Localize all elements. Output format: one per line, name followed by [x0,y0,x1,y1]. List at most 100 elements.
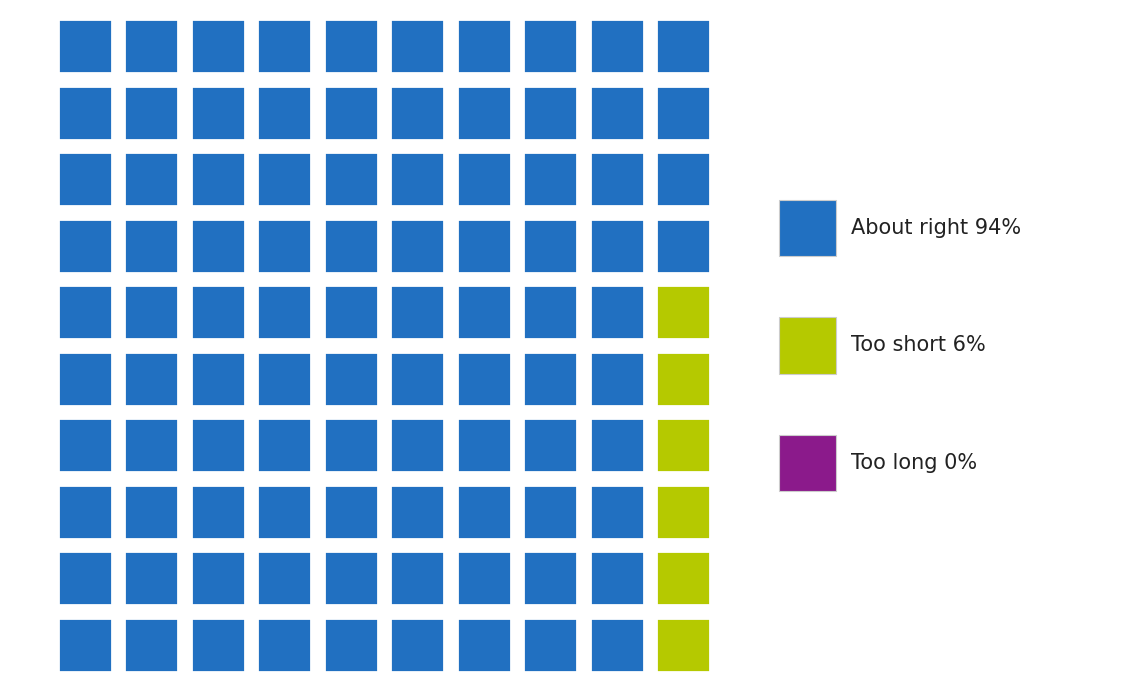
FancyBboxPatch shape [124,152,178,207]
FancyBboxPatch shape [191,219,245,273]
FancyBboxPatch shape [324,152,378,207]
FancyBboxPatch shape [124,219,178,273]
FancyBboxPatch shape [457,219,511,273]
FancyBboxPatch shape [124,551,178,605]
FancyBboxPatch shape [656,551,711,605]
FancyBboxPatch shape [457,19,511,73]
FancyBboxPatch shape [779,435,836,491]
FancyBboxPatch shape [124,352,178,406]
FancyBboxPatch shape [257,152,311,207]
FancyBboxPatch shape [590,219,644,273]
FancyBboxPatch shape [58,86,112,140]
FancyBboxPatch shape [590,152,644,207]
FancyBboxPatch shape [457,618,511,672]
FancyBboxPatch shape [257,19,311,73]
FancyBboxPatch shape [523,618,578,672]
FancyBboxPatch shape [124,484,178,539]
FancyBboxPatch shape [257,285,311,339]
FancyBboxPatch shape [523,19,578,73]
FancyBboxPatch shape [191,551,245,605]
FancyBboxPatch shape [590,418,644,472]
FancyBboxPatch shape [457,285,511,339]
FancyBboxPatch shape [191,484,245,539]
FancyBboxPatch shape [257,418,311,472]
FancyBboxPatch shape [257,484,311,539]
FancyBboxPatch shape [390,152,444,207]
FancyBboxPatch shape [590,352,644,406]
FancyBboxPatch shape [390,418,444,472]
FancyBboxPatch shape [656,86,711,140]
FancyBboxPatch shape [656,152,711,207]
FancyBboxPatch shape [257,219,311,273]
FancyBboxPatch shape [523,152,578,207]
FancyBboxPatch shape [590,551,644,605]
FancyBboxPatch shape [191,19,245,73]
FancyBboxPatch shape [656,19,711,73]
FancyBboxPatch shape [390,352,444,406]
FancyBboxPatch shape [257,352,311,406]
FancyBboxPatch shape [324,418,378,472]
FancyBboxPatch shape [124,19,178,73]
FancyBboxPatch shape [523,285,578,339]
FancyBboxPatch shape [191,418,245,472]
FancyBboxPatch shape [124,285,178,339]
FancyBboxPatch shape [324,219,378,273]
FancyBboxPatch shape [523,352,578,406]
FancyBboxPatch shape [590,285,644,339]
FancyBboxPatch shape [656,219,711,273]
FancyBboxPatch shape [58,152,112,207]
FancyBboxPatch shape [457,551,511,605]
FancyBboxPatch shape [457,352,511,406]
FancyBboxPatch shape [457,484,511,539]
FancyBboxPatch shape [191,618,245,672]
FancyBboxPatch shape [656,352,711,406]
FancyBboxPatch shape [257,86,311,140]
FancyBboxPatch shape [58,418,112,472]
FancyBboxPatch shape [590,484,644,539]
FancyBboxPatch shape [779,317,836,374]
Text: Too long 0%: Too long 0% [852,453,977,473]
FancyBboxPatch shape [390,618,444,672]
FancyBboxPatch shape [324,86,378,140]
FancyBboxPatch shape [779,200,836,256]
FancyBboxPatch shape [523,86,578,140]
FancyBboxPatch shape [58,285,112,339]
FancyBboxPatch shape [257,618,311,672]
Text: About right 94%: About right 94% [852,218,1022,238]
FancyBboxPatch shape [324,285,378,339]
FancyBboxPatch shape [324,618,378,672]
FancyBboxPatch shape [324,551,378,605]
FancyBboxPatch shape [58,484,112,539]
FancyBboxPatch shape [523,551,578,605]
FancyBboxPatch shape [590,86,644,140]
FancyBboxPatch shape [523,484,578,539]
FancyBboxPatch shape [457,152,511,207]
FancyBboxPatch shape [324,352,378,406]
FancyBboxPatch shape [590,19,644,73]
FancyBboxPatch shape [58,352,112,406]
FancyBboxPatch shape [656,484,711,539]
FancyBboxPatch shape [590,618,644,672]
FancyBboxPatch shape [390,219,444,273]
FancyBboxPatch shape [191,152,245,207]
FancyBboxPatch shape [523,418,578,472]
FancyBboxPatch shape [656,618,711,672]
Text: Too short 6%: Too short 6% [852,336,986,355]
FancyBboxPatch shape [191,352,245,406]
FancyBboxPatch shape [257,551,311,605]
FancyBboxPatch shape [457,418,511,472]
FancyBboxPatch shape [58,618,112,672]
FancyBboxPatch shape [390,86,444,140]
FancyBboxPatch shape [124,86,178,140]
FancyBboxPatch shape [324,19,378,73]
FancyBboxPatch shape [457,86,511,140]
FancyBboxPatch shape [656,285,711,339]
FancyBboxPatch shape [58,19,112,73]
FancyBboxPatch shape [390,19,444,73]
FancyBboxPatch shape [390,551,444,605]
FancyBboxPatch shape [523,219,578,273]
FancyBboxPatch shape [58,219,112,273]
FancyBboxPatch shape [324,484,378,539]
FancyBboxPatch shape [58,551,112,605]
FancyBboxPatch shape [191,86,245,140]
